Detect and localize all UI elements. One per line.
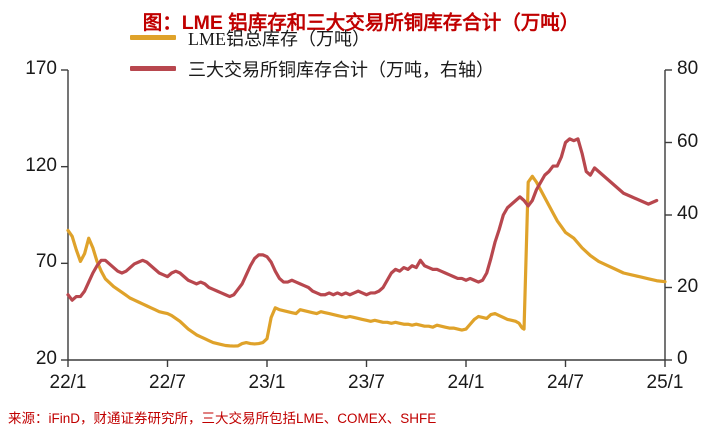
chart-title: 图：LME 铝库存和三大交易所铜库存合计（万吨） [142,12,580,34]
series-lines [66,137,667,348]
axes [61,69,672,367]
x-axis-label: 24/7 [547,372,584,393]
legend-swatch-red [130,66,176,71]
legend-swatch-gold [130,35,176,40]
legend-label-copper-total: 三大交易所铜库存合计（万吨，右轴） [188,59,494,80]
y-axis-left-label: 170 [25,58,57,79]
series-line-copper-total [66,137,659,302]
y-axis-right-label: 0 [677,348,688,369]
legend-label-lme-aluminum: LME铝总库存（万吨） [188,28,370,49]
y-axis-right-label: 60 [677,130,699,152]
x-axis-label: 22/7 [149,372,186,393]
series-line-lme-aluminum [66,174,667,348]
legend-item-lme-aluminum: LME铝总库存（万吨） [130,22,650,53]
chart-canvas [61,69,672,367]
source-note: 来源：iFinD，财通证券研究所，三大交易所包括LME、COMEX、SHFE [8,411,437,426]
x-axis-label: 25/1 [646,372,684,393]
y-axis-right-label: 80 [677,58,699,79]
x-axis-label: 23/7 [348,372,385,393]
y-axis-right-label: 40 [677,203,699,224]
x-axis-label: 24/1 [447,372,485,393]
y-axis-left-label: 20 [35,348,57,369]
chart-legend: LME铝总库存（万吨） 三大交易所铜库存合计（万吨，右轴） [130,22,650,84]
x-axis-label: 23/1 [248,372,286,393]
y-axis-right-label: 20 [677,275,699,297]
y-axis-left-label: 70 [35,251,57,273]
x-axis-label: 22/1 [49,372,87,393]
legend-item-copper-total: 三大交易所铜库存合计（万吨，右轴） [130,53,650,84]
y-axis-left-label: 120 [25,154,57,176]
plot-area [0,40,722,395]
